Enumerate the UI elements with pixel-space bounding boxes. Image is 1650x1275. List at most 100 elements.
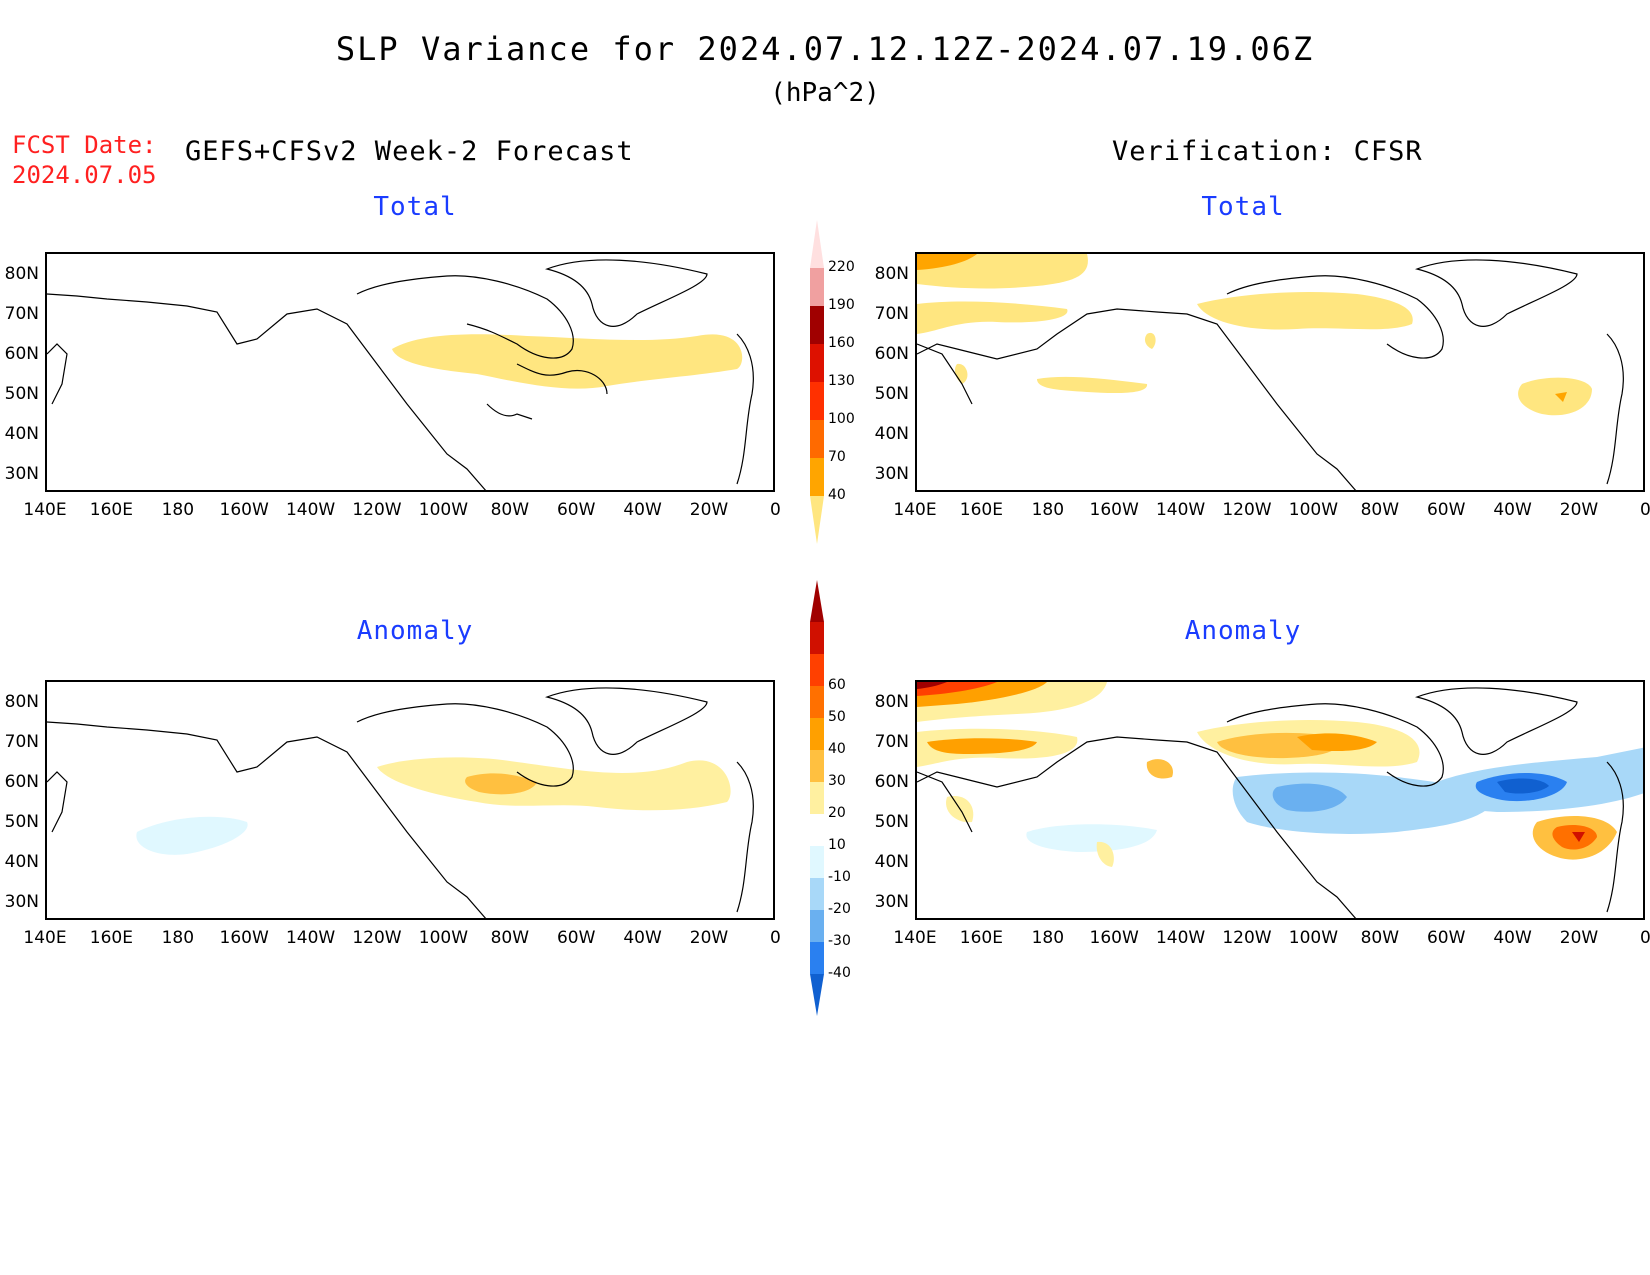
anomaly-colorbar-swatch [810, 580, 824, 622]
verification-anomaly-lon-label: 160E [959, 928, 1003, 948]
verification-anomaly-lon-label: 40W [1493, 928, 1532, 948]
forecast-total-lon-label: 120W [352, 500, 402, 520]
total-colorbar-swatch [810, 420, 824, 458]
forecast-anomaly-lat-label: 30N [4, 892, 39, 912]
forecast-anomaly-lon-label: 160W [219, 928, 269, 948]
anomaly-colorbar-level-label: 30 [828, 773, 846, 789]
anomaly-colorbar-level-label: 60 [828, 677, 846, 693]
fcst-date-value: 2024.07.05 [12, 161, 157, 189]
anomaly-colorbar-swatch [810, 878, 824, 910]
anomaly-colorbar [810, 580, 824, 1016]
forecast-anomaly-lat-label: 70N [4, 732, 39, 752]
forecast-anomaly-lon-label: 80W [490, 928, 530, 948]
verification-anomaly-lon-label: 60W [1426, 928, 1466, 948]
forecast-anomaly-title: Anomaly [356, 616, 474, 646]
verification-total-lon-label: 80W [1360, 500, 1400, 520]
total-colorbar [810, 220, 824, 544]
verification-total-lat-label: 30N [874, 464, 909, 484]
verification-total-lat-label: 50N [874, 384, 909, 404]
verification-anomaly-lat-label: 40N [874, 852, 909, 872]
anomaly-colorbar-level-label: 20 [828, 805, 846, 821]
total-colorbar-swatch [810, 382, 824, 420]
verification-total-title: Total [1201, 192, 1285, 222]
forecast-anomaly-lon-label: 140E [23, 928, 67, 948]
forecast-anomaly-lon-label: 0 [769, 928, 781, 948]
verification-anomaly-lon-label: 100W [1288, 928, 1339, 948]
total-colorbar-swatch [810, 496, 824, 544]
forecast-anomaly-lon-label: 60W [556, 928, 596, 948]
verification-total-lon-label: 160W [1089, 500, 1139, 520]
forecast-total-lon-label: 0 [769, 500, 781, 520]
forecast-anomaly-lat-label: 80N [4, 692, 39, 712]
total-colorbar-swatch [810, 344, 824, 382]
total-colorbar-swatch [810, 458, 824, 496]
forecast-total-title: Total [373, 192, 457, 222]
verification-total-lon-label: 100W [1288, 500, 1339, 520]
verification-anomaly-title: Anomaly [1184, 616, 1302, 646]
anomaly-colorbar-swatch [810, 750, 824, 782]
verification-total-lat-label: 80N [874, 264, 909, 284]
verification-anomaly-lon-label: 160W [1089, 928, 1139, 948]
anomaly-colorbar-swatch [810, 654, 824, 686]
figure-units: (hPa^2) [770, 78, 880, 108]
verification-anomaly-lon-label: 0 [1639, 928, 1650, 948]
total-colorbar-level-label: 100 [828, 411, 855, 427]
forecast-total-lon-label: 160E [89, 500, 133, 520]
verification-anomaly-lon-label: 120W [1222, 928, 1272, 948]
anomaly-colorbar-swatch [810, 686, 824, 718]
total-colorbar-level-label: 160 [828, 335, 855, 351]
verification-anomaly-lat-label: 80N [874, 692, 909, 712]
total-colorbar-swatch [810, 268, 824, 306]
anomaly-colorbar-swatch [810, 814, 824, 846]
verification-total-lon-label: 40W [1493, 500, 1532, 520]
forecast-anomaly-lon-label: 40W [623, 928, 662, 948]
verification-total-lon-label: 140W [1155, 500, 1206, 520]
total-colorbar-level-label: 40 [828, 487, 846, 503]
forecast-total-lon-label: 160W [219, 500, 269, 520]
verification-total-lon-label: 120W [1222, 500, 1272, 520]
forecast-anomaly-lat-label: 40N [4, 852, 39, 872]
forecast-total-lon-label: 60W [556, 500, 596, 520]
verification-total-map [915, 252, 1645, 492]
total-colorbar-swatch [810, 306, 824, 344]
verification-total-lat-label: 70N [874, 304, 909, 324]
anomaly-colorbar-swatch [810, 942, 824, 974]
forecast-total-lon-label: 180 [161, 500, 195, 520]
verification-anomaly-map [915, 680, 1645, 920]
forecast-anomaly-lat-label: 60N [4, 772, 39, 792]
verification-anomaly-lon-label: 80W [1360, 928, 1400, 948]
anomaly-colorbar-level-label: -10 [828, 869, 851, 885]
forecast-total-map [45, 252, 775, 492]
anomaly-colorbar-level-label: -40 [828, 965, 851, 981]
total-colorbar-level-label: 220 [828, 259, 855, 275]
forecast-anomaly-lat-label: 50N [4, 812, 39, 832]
verification-total-lon-label: 160E [959, 500, 1003, 520]
verification-anomaly-lon-label: 140E [893, 928, 937, 948]
anomaly-colorbar-swatch [810, 910, 824, 942]
anomaly-colorbar-level-label: -20 [828, 901, 851, 917]
verification-total-lon-label: 0 [1639, 500, 1650, 520]
forecast-total-lat-label: 40N [4, 424, 39, 444]
anomaly-colorbar-swatch [810, 782, 824, 814]
anomaly-colorbar-swatch [810, 718, 824, 750]
verification-anomaly-lon-label: 20W [1559, 928, 1599, 948]
total-colorbar-swatch [810, 220, 824, 268]
forecast-total-lat-label: 50N [4, 384, 39, 404]
verification-total-lon-label: 140E [893, 500, 937, 520]
forecast-anomaly-lon-label: 120W [352, 928, 402, 948]
forecast-heading: GEFS+CFSv2 Week-2 Forecast [185, 136, 634, 167]
anomaly-colorbar-level-label: 10 [828, 837, 846, 853]
forecast-total-lon-label: 40W [623, 500, 662, 520]
forecast-anomaly-map [45, 680, 775, 920]
anomaly-colorbar-level-label: 50 [828, 709, 846, 725]
anomaly-colorbar-swatch [810, 846, 824, 878]
forecast-total-lat-label: 30N [4, 464, 39, 484]
forecast-total-lat-label: 60N [4, 344, 39, 364]
verification-total-lat-label: 40N [874, 424, 909, 444]
forecast-total-lon-label: 140E [23, 500, 67, 520]
verification-total-lon-label: 60W [1426, 500, 1466, 520]
forecast-total-lon-label: 20W [689, 500, 729, 520]
anomaly-colorbar-level-label: 40 [828, 741, 846, 757]
total-colorbar-level-label: 70 [828, 449, 846, 465]
forecast-anomaly-lon-label: 180 [161, 928, 195, 948]
